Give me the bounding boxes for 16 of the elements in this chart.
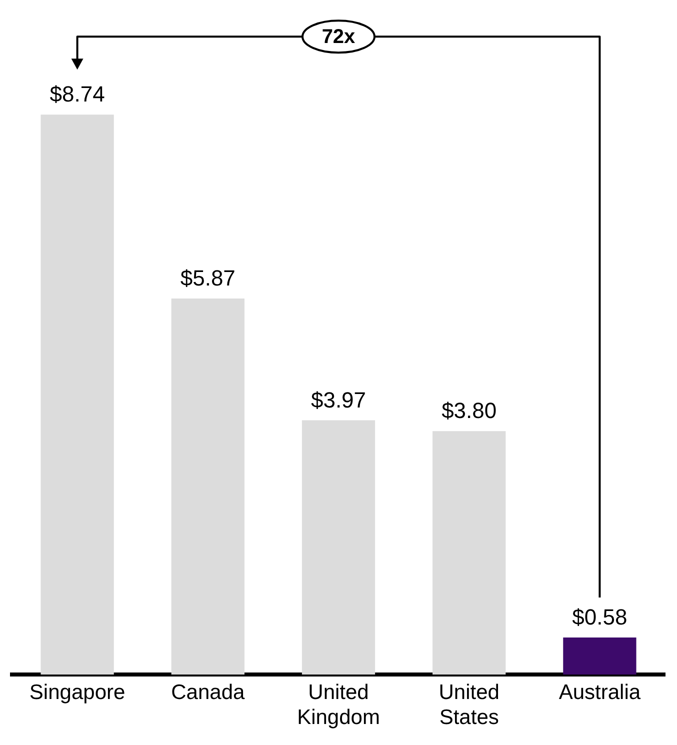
data-label: $0.58 xyxy=(572,604,628,630)
text: 72x xyxy=(322,26,356,48)
x-tick-label: Singapore xyxy=(29,680,126,704)
bar xyxy=(302,420,376,675)
bar xyxy=(40,114,114,675)
bar xyxy=(432,431,506,675)
bar xyxy=(171,298,244,675)
data-label: $3.97 xyxy=(310,387,366,412)
x-tick-label: Canada xyxy=(171,680,245,704)
x-tick-label: United States xyxy=(438,680,500,730)
x-tick-label: United Kingdom xyxy=(297,680,380,730)
data-label: $8.74 xyxy=(50,82,105,107)
data-label: $3.80 xyxy=(442,398,497,424)
bar xyxy=(563,637,636,675)
data-label: $5.87 xyxy=(180,266,236,291)
x-tick-label: Australia xyxy=(558,680,641,704)
